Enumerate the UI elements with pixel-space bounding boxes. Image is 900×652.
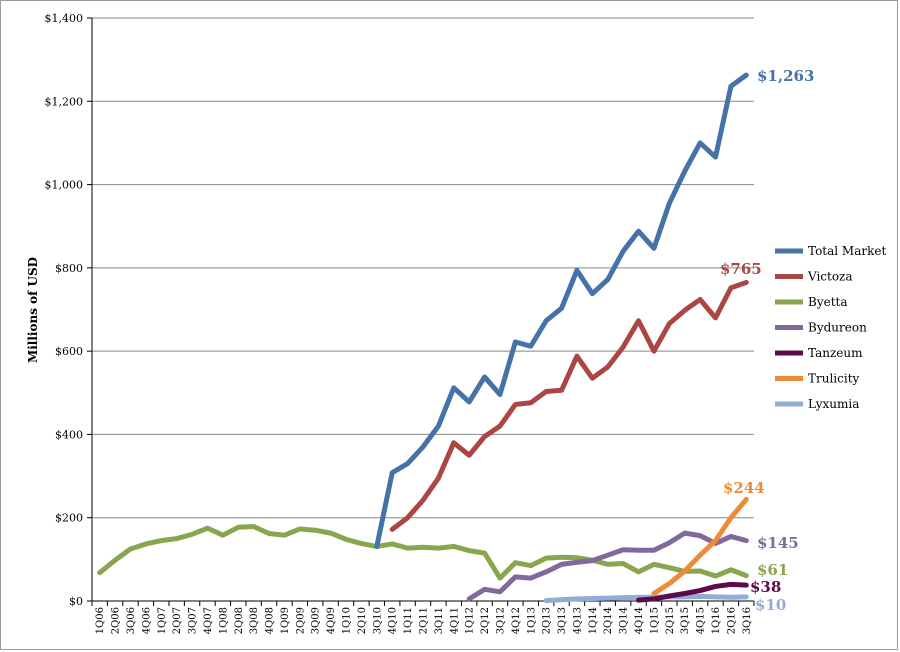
legend-entry-label: Lyxumia xyxy=(808,397,859,411)
x-tick-label: 4Q07 xyxy=(203,607,214,634)
x-tick-label: 4Q15 xyxy=(696,607,707,634)
y-tick-label: $400 xyxy=(55,428,83,441)
y-tick-label: $1,200 xyxy=(45,95,84,108)
x-tick-label: 2Q07 xyxy=(172,607,183,634)
y-tick-label: $1,000 xyxy=(45,179,84,192)
x-tick-label: 4Q13 xyxy=(572,607,583,634)
x-tick-label: 4Q06 xyxy=(141,607,152,634)
x-tick-label: 4Q12 xyxy=(511,607,522,634)
x-tick-label: 2Q12 xyxy=(480,607,491,634)
x-tick-label: 3Q11 xyxy=(434,607,445,634)
series-line-victoza xyxy=(389,279,749,532)
x-tick-label: 3Q09 xyxy=(311,607,322,634)
x-tick-label: 1Q11 xyxy=(403,607,414,634)
legend: Total Market Victoza Byetta Bydureon Tanzeum… xyxy=(775,244,886,411)
x-tick-label: 2Q08 xyxy=(234,607,245,634)
end-value-label: $1,263 xyxy=(757,67,814,85)
x-tick-label: 2Q13 xyxy=(542,607,553,634)
end-value-label: $10 xyxy=(755,596,786,614)
end-labels: $1,263 $765 $61 $145 $38 $244 $10 xyxy=(720,67,814,614)
x-tick-label: 1Q09 xyxy=(280,607,291,634)
y-tick-label: $1,400 xyxy=(45,12,84,25)
y-axis-label: Millions of USD xyxy=(26,257,40,363)
series-line-bydureon xyxy=(466,530,749,602)
x-tick-label: 4Q09 xyxy=(326,607,337,634)
series-line-byetta xyxy=(97,523,749,581)
legend-entry-label: Victoza xyxy=(807,270,853,284)
x-tick-label: 1Q07 xyxy=(157,607,168,634)
x-tick-label: 3Q15 xyxy=(680,607,691,634)
y-tick-label: $600 xyxy=(55,345,83,358)
x-tick-label: 3Q14 xyxy=(619,607,630,634)
x-tick-label: 3Q16 xyxy=(742,607,753,634)
legend-entry-label: Trulicity xyxy=(808,372,860,386)
x-tick-label: 2Q16 xyxy=(726,607,737,634)
x-tick-label: 1Q08 xyxy=(218,607,229,634)
x-tick-label: 4Q08 xyxy=(265,607,276,634)
x-tick-label: 3Q08 xyxy=(249,607,260,634)
y-tick-label: $0 xyxy=(69,595,83,608)
x-tick-label: 2Q10 xyxy=(357,607,368,634)
y-tick-label: $200 xyxy=(55,512,83,525)
end-value-label: $244 xyxy=(723,479,765,497)
x-tick-label: 2Q14 xyxy=(603,607,614,634)
x-tick-label: 4Q11 xyxy=(449,607,460,634)
legend-entry-label: Tanzeum xyxy=(808,346,863,360)
x-tick-label: 4Q10 xyxy=(388,607,399,634)
x-tick-label: 1Q13 xyxy=(526,607,537,634)
x-tick-label: 3Q10 xyxy=(372,607,383,634)
series-lines xyxy=(97,72,749,604)
legend-entry-label: Total Market xyxy=(808,244,886,258)
end-value-label: $38 xyxy=(750,578,781,596)
x-tick-label: 1Q12 xyxy=(465,607,476,634)
x-tick-label: 2Q11 xyxy=(419,607,430,634)
end-value-label: $765 xyxy=(720,260,762,278)
gridlines xyxy=(92,17,754,602)
x-tick-label: 3Q12 xyxy=(495,607,506,634)
x-tick-label: 2Q15 xyxy=(665,607,676,634)
series-line-tanzeum xyxy=(636,581,749,603)
x-tick-label: 1Q16 xyxy=(711,607,722,634)
series-line-trulicity xyxy=(651,496,749,596)
legend-entry-label: Byetta xyxy=(808,295,848,309)
end-value-label: $145 xyxy=(757,534,799,552)
y-axis: $0 $200 $400 $600 $800 $1,000 $1,200 $1,400 xyxy=(45,12,93,608)
x-axis: 1Q06 2Q06 3Q06 4Q06 1Q07 2Q07 3Q07 4Q07 1Q08 2Q08… xyxy=(91,601,755,634)
x-tick-label: 1Q14 xyxy=(588,607,599,634)
legend-entry-label: Bydureon xyxy=(808,321,867,335)
x-tick-label: 3Q13 xyxy=(557,607,568,634)
x-tick-label: 3Q06 xyxy=(126,607,137,634)
x-tick-label: 2Q09 xyxy=(295,607,306,634)
end-value-label: $61 xyxy=(757,561,788,579)
x-tick-label: 4Q14 xyxy=(634,607,645,634)
series-line-total-market xyxy=(389,72,749,476)
x-tick-label: 1Q06 xyxy=(95,607,106,634)
x-tick-label: 1Q10 xyxy=(342,607,353,634)
y-tick-label: $800 xyxy=(55,262,83,275)
x-tick-label: 3Q07 xyxy=(188,607,199,634)
x-tick-label: 2Q06 xyxy=(111,607,122,634)
series-line-total-market-connector xyxy=(374,470,395,549)
x-tick-label: 1Q15 xyxy=(649,607,660,634)
